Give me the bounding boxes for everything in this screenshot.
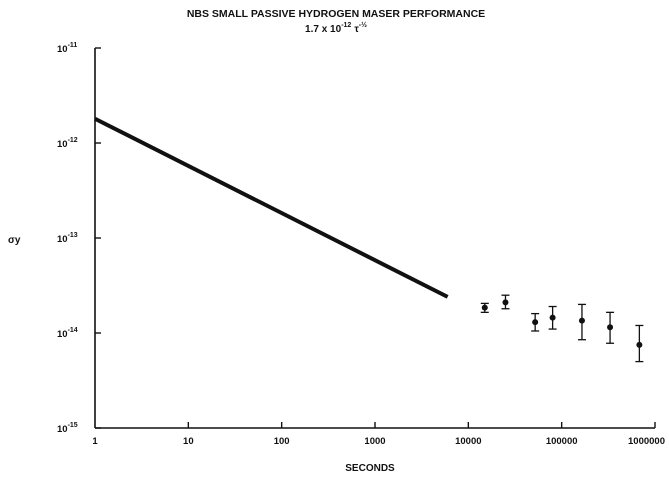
- subtitle-variable-exponent: -½: [359, 21, 367, 29]
- y-tick-label: 10-14: [57, 327, 78, 340]
- axes: [94, 48, 655, 429]
- data-point: [480, 302, 489, 313]
- y-tick-base: 10: [57, 44, 68, 55]
- x-tick-label: 100: [274, 436, 290, 447]
- y-tick-base: 10: [57, 329, 68, 340]
- data-point: [606, 311, 615, 344]
- y-tick-label: 10-15: [57, 422, 78, 435]
- data-marker: [578, 317, 585, 324]
- y-tick-base: 10: [57, 139, 68, 150]
- y-tick-exponent: -13: [68, 232, 78, 239]
- y-tick-label: 10-13: [57, 232, 78, 245]
- y-tick-exponent: -15: [68, 422, 78, 429]
- y-tick-label: 10-12: [57, 137, 78, 150]
- subtitle-exponent: -12: [341, 22, 351, 29]
- y-tick-exponent: -11: [68, 42, 78, 49]
- y-tick-label: 10-11: [57, 42, 77, 55]
- data-point: [577, 303, 586, 341]
- data-point: [501, 294, 510, 310]
- data-marker: [481, 304, 488, 311]
- x-tick-label: 100000: [546, 436, 578, 447]
- x-ticks: 1 10 100 1000 10000 100000 1000000: [92, 422, 665, 447]
- data-marker: [532, 319, 539, 326]
- x-tick-label: 10: [183, 436, 194, 447]
- x-tick-label: 1000000: [628, 436, 665, 447]
- chart-subtitle: 1.7 x 10-12 τ-½: [305, 21, 367, 35]
- subtitle-base: 1.7 x 10: [305, 24, 342, 35]
- data-marker: [502, 299, 509, 306]
- data-marker: [549, 314, 556, 321]
- y-tick-exponent: -12: [68, 137, 78, 144]
- y-tick-exponent: -14: [68, 327, 78, 334]
- chart-title: NBS SMALL PASSIVE HYDROGEN MASER PERFORM…: [187, 8, 485, 20]
- data-point: [548, 305, 557, 330]
- series: [94, 116, 644, 363]
- data-point: [531, 312, 540, 332]
- y-axis-label: σy: [8, 235, 21, 246]
- x-tick-label: 1: [92, 436, 98, 447]
- fit-line: [94, 116, 449, 299]
- data-marker: [607, 324, 614, 331]
- x-tick-label: 1000: [364, 436, 385, 447]
- y-tick-base: 10: [57, 234, 68, 245]
- y-tick-base: 10: [57, 424, 68, 435]
- data-point: [635, 324, 644, 363]
- x-axis-label: SECONDS: [345, 463, 395, 474]
- data-marker: [636, 341, 643, 348]
- subtitle-variable: τ: [354, 24, 359, 35]
- x-tick-label: 10000: [455, 436, 481, 447]
